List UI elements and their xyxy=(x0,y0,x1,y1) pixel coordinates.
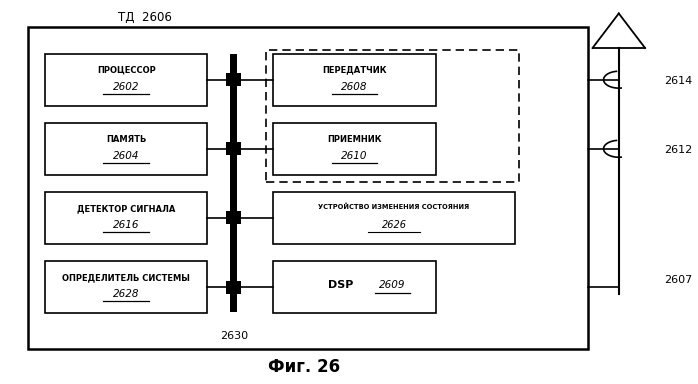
Text: 2626: 2626 xyxy=(382,220,407,230)
Text: ДЕТЕКТОР СИГНАЛА: ДЕТЕКТОР СИГНАЛА xyxy=(77,204,175,213)
Text: 2610: 2610 xyxy=(341,151,368,161)
FancyBboxPatch shape xyxy=(45,123,207,175)
Text: 2612: 2612 xyxy=(664,145,692,155)
FancyBboxPatch shape xyxy=(226,280,242,294)
Text: УСТРОЙСТВО ИЗМЕНЕНИЯ СОСТОЯНИЯ: УСТРОЙСТВО ИЗМЕНЕНИЯ СОСТОЯНИЯ xyxy=(318,204,470,210)
Text: 2609: 2609 xyxy=(379,280,406,290)
Text: ПРОЦЕССОР: ПРОЦЕССОР xyxy=(97,66,156,74)
FancyBboxPatch shape xyxy=(226,211,242,224)
FancyBboxPatch shape xyxy=(45,192,207,244)
FancyBboxPatch shape xyxy=(273,123,436,175)
Text: ОПРЕДЕЛИТЕЛЬ СИСТЕМЫ: ОПРЕДЕЛИТЕЛЬ СИСТЕМЫ xyxy=(62,273,190,282)
FancyBboxPatch shape xyxy=(226,73,242,86)
Text: 2604: 2604 xyxy=(113,151,140,161)
Text: DSP: DSP xyxy=(328,280,353,290)
FancyBboxPatch shape xyxy=(273,54,436,106)
Text: 2616: 2616 xyxy=(113,220,140,230)
FancyBboxPatch shape xyxy=(28,27,588,349)
FancyBboxPatch shape xyxy=(45,54,207,106)
FancyBboxPatch shape xyxy=(230,54,237,312)
Text: ПАМЯТЬ: ПАМЯТЬ xyxy=(106,135,147,144)
FancyBboxPatch shape xyxy=(266,50,519,182)
Text: 2614: 2614 xyxy=(664,76,692,86)
Text: 2630: 2630 xyxy=(220,331,248,341)
FancyBboxPatch shape xyxy=(45,261,207,313)
Text: Фиг. 26: Фиг. 26 xyxy=(268,358,340,376)
Text: ТД  2606: ТД 2606 xyxy=(117,11,172,24)
FancyBboxPatch shape xyxy=(273,192,515,244)
FancyBboxPatch shape xyxy=(226,142,242,155)
Text: 2607: 2607 xyxy=(664,275,692,285)
Text: 2628: 2628 xyxy=(113,289,140,299)
Text: ПЕРЕДАТЧИК: ПЕРЕДАТЧИК xyxy=(322,66,387,74)
FancyBboxPatch shape xyxy=(273,261,436,313)
Text: ПРИЕМНИК: ПРИЕМНИК xyxy=(327,135,382,144)
Text: 2608: 2608 xyxy=(341,81,368,92)
Text: 2602: 2602 xyxy=(113,81,140,92)
